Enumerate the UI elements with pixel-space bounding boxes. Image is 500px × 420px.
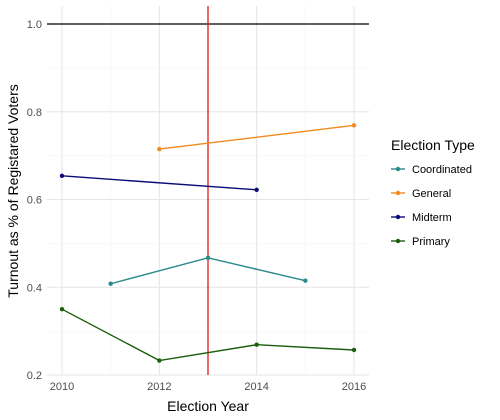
legend-item-general: General — [391, 188, 451, 200]
x-tick-label: 2012 — [147, 381, 171, 393]
legend-item-coordinated: Coordinated — [391, 164, 472, 176]
reference-lines — [47, 6, 369, 375]
y-tick-label: 0.2 — [27, 370, 42, 382]
series-group — [59, 123, 357, 363]
data-point-coordinated — [108, 281, 113, 286]
data-point-midterm — [59, 173, 65, 179]
legend-key-point-general — [395, 190, 401, 196]
data-point-primary — [351, 347, 357, 353]
x-tick-label: 2010 — [50, 381, 74, 393]
y-tick-label: 0.8 — [27, 107, 42, 119]
x-axis-ticks: 2010 2012 2014 2016 — [50, 381, 366, 393]
data-point-primary — [157, 358, 162, 363]
legend-key-point-midterm — [395, 214, 401, 220]
x-tick-label: 2014 — [244, 381, 268, 393]
legend-title: Election Type — [391, 137, 475, 153]
data-point-primary — [254, 342, 259, 347]
data-point-general — [157, 146, 162, 152]
data-point-general — [351, 123, 357, 128]
data-point-coordinated — [205, 255, 211, 261]
data-point-midterm — [254, 187, 259, 193]
legend-key-point-primary — [395, 238, 401, 244]
data-point-primary — [59, 306, 65, 312]
legend: Election Type Coordinated General Midterm P… — [391, 137, 475, 248]
legend-label-general: General — [412, 188, 451, 200]
data-point-coordinated — [303, 278, 308, 283]
y-tick-label: 0.4 — [27, 282, 42, 294]
y-axis-title: Turnout as % of Registared Voters — [5, 84, 21, 297]
series-line-primary — [61, 308, 355, 362]
x-axis-title: Election Year — [167, 398, 249, 414]
legend-item-primary: Primary — [391, 236, 450, 248]
legend-label-coordinated: Coordinated — [412, 164, 472, 176]
y-tick-label: 1.0 — [27, 19, 42, 31]
x-tick-label: 2016 — [342, 381, 366, 393]
y-axis-ticks: 0.2 0.4 0.6 0.8 1.0 — [27, 19, 42, 382]
series-line-general — [159, 124, 355, 150]
legend-item-midterm: Midterm — [391, 212, 452, 224]
series-line-midterm — [61, 175, 257, 191]
legend-label-midterm: Midterm — [412, 212, 452, 224]
y-tick-label: 0.6 — [27, 195, 42, 207]
legend-key-point-coordinated — [395, 166, 401, 172]
legend-label-primary: Primary — [412, 236, 450, 248]
